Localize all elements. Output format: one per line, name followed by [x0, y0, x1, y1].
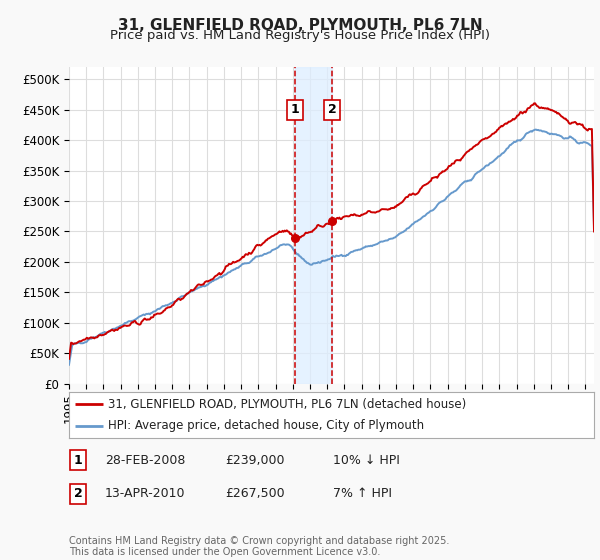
Text: Price paid vs. HM Land Registry's House Price Index (HPI): Price paid vs. HM Land Registry's House … [110, 29, 490, 42]
Text: 31, GLENFIELD ROAD, PLYMOUTH, PL6 7LN (detached house): 31, GLENFIELD ROAD, PLYMOUTH, PL6 7LN (d… [109, 398, 467, 411]
Text: 7% ↑ HPI: 7% ↑ HPI [333, 487, 392, 501]
Text: HPI: Average price, detached house, City of Plymouth: HPI: Average price, detached house, City… [109, 419, 425, 432]
Bar [295, 67, 332, 384]
Text: 13-APR-2010: 13-APR-2010 [105, 487, 185, 501]
Text: £239,000: £239,000 [225, 454, 284, 467]
Text: 10% ↓ HPI: 10% ↓ HPI [333, 454, 400, 467]
Text: 1: 1 [291, 104, 300, 116]
Text: 28-FEB-2008: 28-FEB-2008 [105, 454, 185, 467]
Text: 1: 1 [74, 454, 82, 467]
Text: Contains HM Land Registry data © Crown copyright and database right 2025.
This d: Contains HM Land Registry data © Crown c… [69, 535, 449, 557]
Text: 31, GLENFIELD ROAD, PLYMOUTH, PL6 7LN: 31, GLENFIELD ROAD, PLYMOUTH, PL6 7LN [118, 18, 482, 33]
Text: 2: 2 [74, 487, 82, 501]
Text: £267,500: £267,500 [225, 487, 284, 501]
Text: 2: 2 [328, 104, 337, 116]
